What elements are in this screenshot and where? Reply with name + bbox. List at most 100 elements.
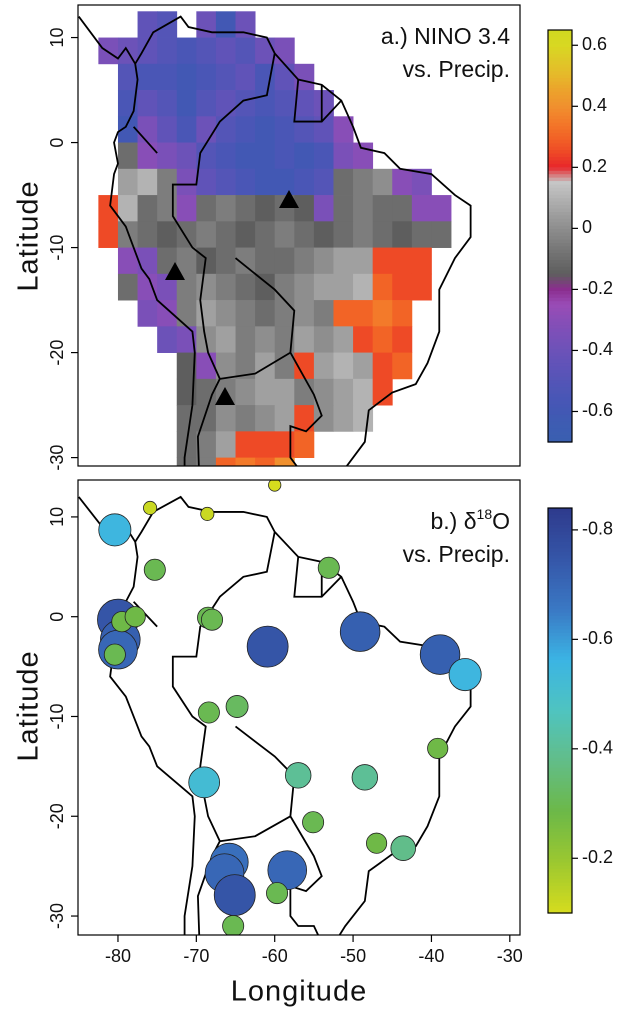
colorbar-tick-label: 0.6 xyxy=(582,34,607,54)
grid-cell xyxy=(353,195,374,222)
grid-cell xyxy=(411,273,432,301)
grid-cell xyxy=(196,431,217,458)
colorbar-frame xyxy=(547,507,573,914)
x-tick-label: -40 xyxy=(418,946,444,966)
grid-cell xyxy=(176,116,197,143)
grid-cell xyxy=(392,168,413,196)
colorbar-segment xyxy=(548,383,572,388)
grid-cell xyxy=(294,63,315,91)
grid-cell xyxy=(411,247,432,275)
grid-cell xyxy=(98,221,119,248)
grid-cell xyxy=(333,116,354,143)
grid-cell xyxy=(274,431,295,458)
colorbar-segment xyxy=(548,595,572,600)
grid-cell xyxy=(215,90,236,117)
grid-cell xyxy=(333,352,354,380)
y-tick-label: 0 xyxy=(47,138,67,148)
colorbar-segment xyxy=(548,751,572,755)
colorbar-segment xyxy=(548,730,572,735)
colorbar-frame xyxy=(547,29,573,443)
colorbar-segment xyxy=(548,582,572,587)
y-axis-label: Latitude xyxy=(13,650,45,761)
grid-cell xyxy=(431,195,452,222)
colorbar-segment xyxy=(548,108,572,113)
colorbar-segment xyxy=(548,387,572,392)
colorbar-segment xyxy=(548,181,572,186)
grid-cell xyxy=(196,195,217,222)
grid-cell xyxy=(274,247,295,275)
colorbar-segment xyxy=(548,872,572,877)
grid-cell xyxy=(176,168,197,196)
colorbar-segment xyxy=(548,838,572,843)
colorbar-segment xyxy=(548,242,572,247)
colorbar-segment xyxy=(548,551,572,556)
colorbar-segment xyxy=(548,622,572,627)
colorbar-segment xyxy=(548,538,572,543)
grid-cell xyxy=(392,326,413,353)
grid-cell xyxy=(196,63,217,91)
colorbar-segment xyxy=(548,246,572,251)
colorbar-segment xyxy=(548,43,572,48)
grid-cell xyxy=(235,431,256,458)
colorbar-segment xyxy=(548,115,572,120)
colorbar-segment xyxy=(548,198,572,203)
grid-cell xyxy=(137,37,158,65)
grid-cell xyxy=(274,90,295,117)
grid-cell xyxy=(392,300,413,327)
grid-cell xyxy=(333,247,354,275)
grid-cell xyxy=(235,221,256,248)
grid-cell xyxy=(235,300,256,327)
x-tick-label: -60 xyxy=(262,946,288,966)
y-tick-label: -10 xyxy=(47,703,67,729)
y-tick-label: -30 xyxy=(47,445,67,471)
station xyxy=(366,832,388,854)
colorbar-segment xyxy=(548,700,572,705)
colorbar-segment xyxy=(548,629,572,634)
grid-cell xyxy=(313,116,334,143)
colorbar-segment xyxy=(548,886,572,890)
y-tick-label: -20 xyxy=(47,803,67,829)
grid-cell xyxy=(294,300,315,327)
grid-cell xyxy=(431,221,452,248)
colorbar-segment xyxy=(548,102,572,107)
station xyxy=(213,874,256,916)
grid-cell xyxy=(137,273,158,301)
grid-cell xyxy=(274,405,295,432)
grid-cell xyxy=(313,300,334,327)
grid-cell xyxy=(235,352,256,380)
colorbar-segment xyxy=(548,153,572,158)
grid-cell xyxy=(294,352,315,380)
colorbar-segment xyxy=(548,767,572,772)
colorbar-segment xyxy=(548,693,572,698)
grid-cell xyxy=(313,90,334,117)
colorbar-segment xyxy=(548,236,572,241)
colorbar-segment xyxy=(548,545,572,550)
grid-cell xyxy=(392,273,413,301)
colorbar-segment xyxy=(548,811,572,816)
grid-cell xyxy=(294,247,315,275)
colorbar-segment xyxy=(548,260,572,265)
grid-cell xyxy=(255,63,276,91)
grid-cell xyxy=(294,273,315,301)
colorbar-segment xyxy=(548,30,572,35)
colorbar-segment xyxy=(548,690,572,695)
grid-cell xyxy=(353,300,374,327)
station xyxy=(268,480,282,492)
grid-cell xyxy=(235,142,256,170)
colorbar-segment xyxy=(548,585,572,590)
station xyxy=(302,811,325,834)
grid-cell xyxy=(196,273,217,301)
grid-cell xyxy=(196,116,217,143)
colorbar-segment xyxy=(548,632,572,637)
grid-cell xyxy=(294,326,315,353)
grid-cell xyxy=(176,63,197,91)
colorbar-segment xyxy=(548,335,572,340)
colorbar-segment xyxy=(548,91,572,96)
colorbar-segment xyxy=(548,349,572,354)
colorbar-segment xyxy=(548,33,572,38)
grid-cell xyxy=(196,457,217,466)
title-part: b.) δ xyxy=(430,508,476,534)
colorbar-segment xyxy=(548,67,572,72)
colorbar-segment xyxy=(548,646,572,651)
grid-cell xyxy=(255,195,276,222)
